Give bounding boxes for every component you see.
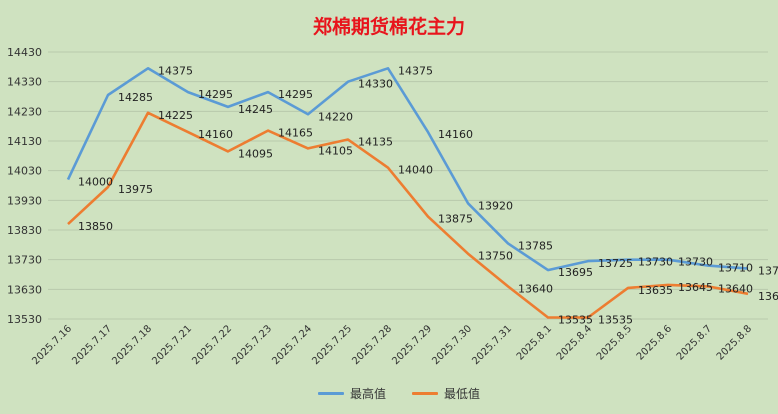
legend-swatch-low <box>412 392 439 395</box>
data-label-low: 13640 <box>518 282 553 295</box>
data-label-low: 14105 <box>318 144 353 157</box>
y-tick-label: 13730 <box>7 254 42 267</box>
data-label-low: 13750 <box>478 250 513 263</box>
x-tick-label: 2025.7.18 <box>110 323 154 367</box>
data-label-high: 14245 <box>238 103 273 116</box>
y-tick-label: 14230 <box>7 105 42 118</box>
data-label-high: 13710 <box>718 262 753 275</box>
data-label-high: 13730 <box>678 256 713 269</box>
x-tick-label: 2025.7.25 <box>310 323 354 367</box>
x-tick-label: 2025.8.1 <box>515 323 554 362</box>
data-label-high: 13700 <box>758 265 778 278</box>
data-label-low: 14095 <box>238 147 273 160</box>
x-tick-label: 2025.8.8 <box>715 323 754 362</box>
legend-label-low: 最低值 <box>444 387 481 401</box>
legend-item-high: 最高值 <box>318 385 386 402</box>
y-tick-label: 13530 <box>7 313 42 326</box>
data-label-low: 13850 <box>78 220 113 233</box>
data-label-high: 14375 <box>158 64 193 77</box>
data-label-high: 14160 <box>438 128 473 141</box>
data-label-high: 13730 <box>638 256 673 269</box>
data-label-low: 13635 <box>638 284 673 297</box>
x-tick-label: 2025.8.6 <box>635 323 674 362</box>
data-label-high: 13785 <box>518 239 553 252</box>
data-label-low: 14040 <box>398 164 433 177</box>
x-tick-label: 2025.7.28 <box>350 323 394 367</box>
x-tick-label: 2025.7.30 <box>430 323 474 367</box>
data-label-low: 13975 <box>118 183 153 196</box>
x-tick-label: 2025.7.31 <box>470 323 514 367</box>
data-label-low: 13615 <box>758 290 778 303</box>
y-tick-label: 13930 <box>7 194 42 207</box>
data-label-low: 13535 <box>598 314 633 327</box>
data-label-low: 13535 <box>558 314 593 327</box>
chart-title: 郑棉期货棉花主力 <box>312 16 465 38</box>
y-tick-label: 14430 <box>7 46 42 59</box>
x-tick-label: 2025.7.21 <box>150 323 194 367</box>
data-label-high: 14330 <box>358 78 393 91</box>
data-label-high: 13920 <box>478 199 513 212</box>
data-label-high: 13695 <box>558 266 593 279</box>
data-label-high: 14295 <box>198 88 233 101</box>
x-tick-label: 2025.7.24 <box>270 323 314 367</box>
y-tick-label: 14330 <box>7 76 42 89</box>
x-tick-label: 2025.8.4 <box>555 323 594 362</box>
series-line-low <box>67 111 749 319</box>
y-tick-label: 13830 <box>7 224 42 237</box>
x-tick-label: 2025.7.22 <box>190 323 234 367</box>
y-tick-label: 14030 <box>7 165 42 178</box>
legend-swatch-high <box>318 392 344 395</box>
series-line-high <box>66 67 749 272</box>
data-label-high: 14220 <box>318 110 353 123</box>
data-label-low: 13645 <box>678 281 713 294</box>
x-tick-label: 2025.7.16 <box>30 323 74 367</box>
data-label-low: 13640 <box>718 282 753 295</box>
data-label-high: 14285 <box>118 91 153 104</box>
x-tick-label: 2025.7.29 <box>390 323 434 367</box>
x-tick-label: 2025.7.23 <box>230 323 274 367</box>
x-tick-label: 2025.7.17 <box>70 323 114 367</box>
data-label-high: 14295 <box>278 88 313 101</box>
x-tick-label: 2025.8.7 <box>675 323 714 362</box>
legend-label-high: 最高值 <box>350 387 387 401</box>
chart-legend: 最高值 最低值 <box>318 385 480 402</box>
data-label-high: 14375 <box>398 64 433 77</box>
legend-item-low: 最低值 <box>412 385 480 402</box>
data-label-high: 13725 <box>598 257 633 270</box>
data-label-low: 14165 <box>278 127 313 140</box>
data-label-high: 14000 <box>78 176 113 189</box>
data-label-low: 14160 <box>198 128 233 141</box>
y-tick-label: 13630 <box>7 283 42 296</box>
x-tick-label: 2025.8.5 <box>595 323 634 362</box>
data-label-low: 13875 <box>438 213 473 226</box>
data-label-low: 14135 <box>358 136 393 149</box>
data-label-low: 14225 <box>158 109 193 122</box>
y-tick-label: 14130 <box>7 135 42 148</box>
